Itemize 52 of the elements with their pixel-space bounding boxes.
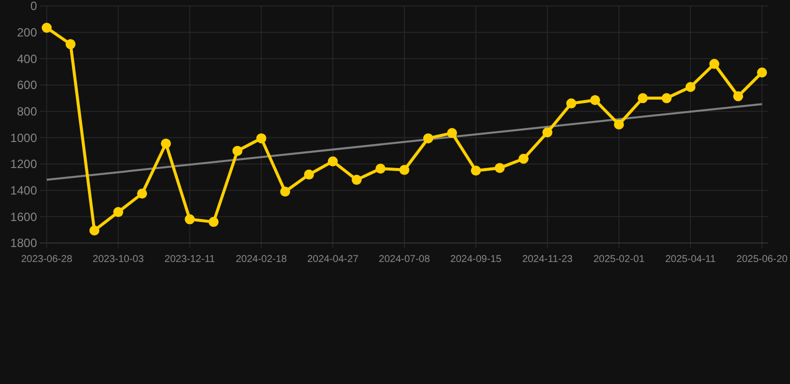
y-tick-label: 1200	[10, 157, 38, 172]
x-tick-label: 2025-04-11	[665, 254, 716, 265]
point	[590, 95, 600, 106]
y-tick-label: 800	[16, 104, 38, 119]
point	[423, 133, 434, 144]
y-tick-label: 1800	[10, 236, 38, 250]
point	[447, 128, 458, 138]
y-tick-label: 200	[16, 26, 38, 40]
y-tick-label: 1400	[10, 184, 38, 198]
point	[328, 156, 338, 166]
point	[542, 127, 552, 138]
x-tick-label: 2024-11-23	[522, 254, 574, 265]
y-tick-label: 600	[16, 78, 38, 92]
x-tick-label: 2024-07-08	[378, 254, 430, 265]
point	[89, 225, 100, 236]
point	[304, 170, 314, 180]
point	[184, 214, 195, 224]
point	[160, 138, 171, 149]
point	[518, 154, 529, 164]
point	[685, 82, 696, 92]
point	[280, 186, 290, 197]
x-tick-label: 2024-04-27	[307, 254, 359, 265]
point	[232, 146, 242, 156]
point	[352, 174, 362, 185]
point	[638, 93, 648, 104]
point	[256, 133, 266, 144]
point	[566, 98, 576, 108]
point	[614, 120, 624, 130]
x-tick-label: 2023-12-11	[164, 254, 216, 265]
point	[494, 162, 505, 173]
point	[42, 22, 52, 33]
x-tick-label: 2024-02-18	[236, 254, 288, 265]
y-tick-label: 400	[16, 52, 38, 66]
x-tick-label: 2024-09-15	[450, 254, 502, 265]
x-tick-label: 2025-06-20	[736, 254, 788, 265]
point	[662, 93, 672, 104]
point	[376, 164, 386, 174]
point	[113, 207, 124, 218]
point	[66, 39, 76, 50]
point	[208, 216, 219, 227]
point	[399, 164, 410, 175]
point	[733, 91, 744, 102]
y-tick-label: 1600	[10, 210, 38, 224]
point	[709, 58, 720, 69]
point	[137, 188, 148, 199]
x-tick-label: 2025-02-01	[593, 254, 645, 265]
y-tick-label: 1000	[10, 130, 38, 145]
point	[757, 67, 767, 78]
point	[470, 166, 481, 176]
y-tick-label: 0	[30, 0, 38, 14]
x-tick-label: 2023-10-03	[92, 254, 144, 265]
x-tick-label: 2023-06-28	[21, 254, 73, 265]
